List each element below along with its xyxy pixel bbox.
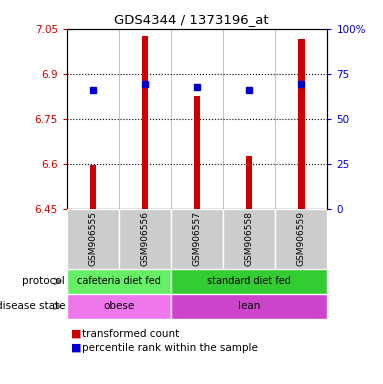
Text: percentile rank within the sample: percentile rank within the sample	[82, 343, 258, 353]
Bar	[90, 165, 96, 209]
Text: ■: ■	[71, 343, 81, 353]
Bar	[119, 209, 171, 269]
Text: disease state: disease state	[0, 301, 65, 311]
Bar	[171, 209, 223, 269]
Bar	[171, 294, 327, 319]
Text: GSM906555: GSM906555	[88, 211, 98, 266]
Text: GSM906556: GSM906556	[141, 211, 150, 266]
Text: lean: lean	[238, 301, 260, 311]
Text: protocol: protocol	[22, 276, 65, 286]
Bar	[67, 269, 171, 294]
Text: GSM906557: GSM906557	[193, 211, 202, 266]
Bar	[246, 156, 252, 209]
Bar	[298, 39, 304, 209]
Bar	[171, 269, 327, 294]
Text: GDS4344 / 1373196_at: GDS4344 / 1373196_at	[114, 13, 269, 26]
Text: obese: obese	[103, 301, 135, 311]
Text: transformed count: transformed count	[82, 329, 180, 339]
Text: standard diet fed: standard diet fed	[208, 276, 291, 286]
Text: GSM906559: GSM906559	[297, 211, 306, 266]
Text: cafeteria diet fed: cafeteria diet fed	[77, 276, 161, 286]
Bar	[67, 209, 119, 269]
Text: ■: ■	[71, 329, 81, 339]
Bar	[194, 96, 200, 209]
Bar	[142, 36, 148, 209]
Bar	[67, 294, 171, 319]
Bar	[223, 209, 275, 269]
Text: GSM906558: GSM906558	[245, 211, 254, 266]
Bar	[275, 209, 327, 269]
